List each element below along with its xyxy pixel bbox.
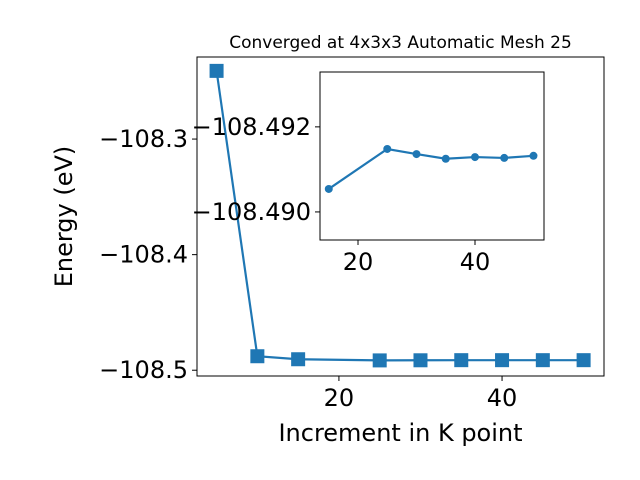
y-tick-label: −108.492	[192, 113, 311, 141]
marker	[372, 353, 387, 368]
marker	[324, 184, 333, 193]
y-tick-label: −108.490	[192, 198, 311, 226]
x-tick-label: 40	[487, 384, 518, 412]
marker	[383, 144, 392, 153]
marker	[291, 352, 306, 367]
marker	[413, 353, 428, 368]
marker	[529, 151, 538, 160]
x-tick-label: 40	[460, 248, 491, 276]
marker	[441, 154, 450, 163]
x-axis-label: Increment in K point	[278, 419, 522, 447]
chart-title: Converged at 4x3x3 Automatic Mesh 25	[229, 33, 572, 53]
y-axis-label: Energy (eV)	[50, 146, 78, 288]
marker	[412, 150, 421, 159]
y-tick-label: −108.4	[99, 241, 188, 269]
marker	[495, 353, 510, 368]
marker	[535, 353, 550, 368]
x-tick-label: 20	[343, 248, 374, 276]
marker	[209, 63, 224, 78]
x-tick-label: 20	[324, 384, 355, 412]
y-tick-label: −108.5	[99, 356, 188, 384]
y-tick-label: −108.3	[99, 125, 188, 153]
marker	[576, 353, 591, 368]
marker	[500, 153, 509, 162]
marker	[250, 349, 265, 364]
marker	[454, 353, 469, 368]
marker	[470, 153, 479, 162]
